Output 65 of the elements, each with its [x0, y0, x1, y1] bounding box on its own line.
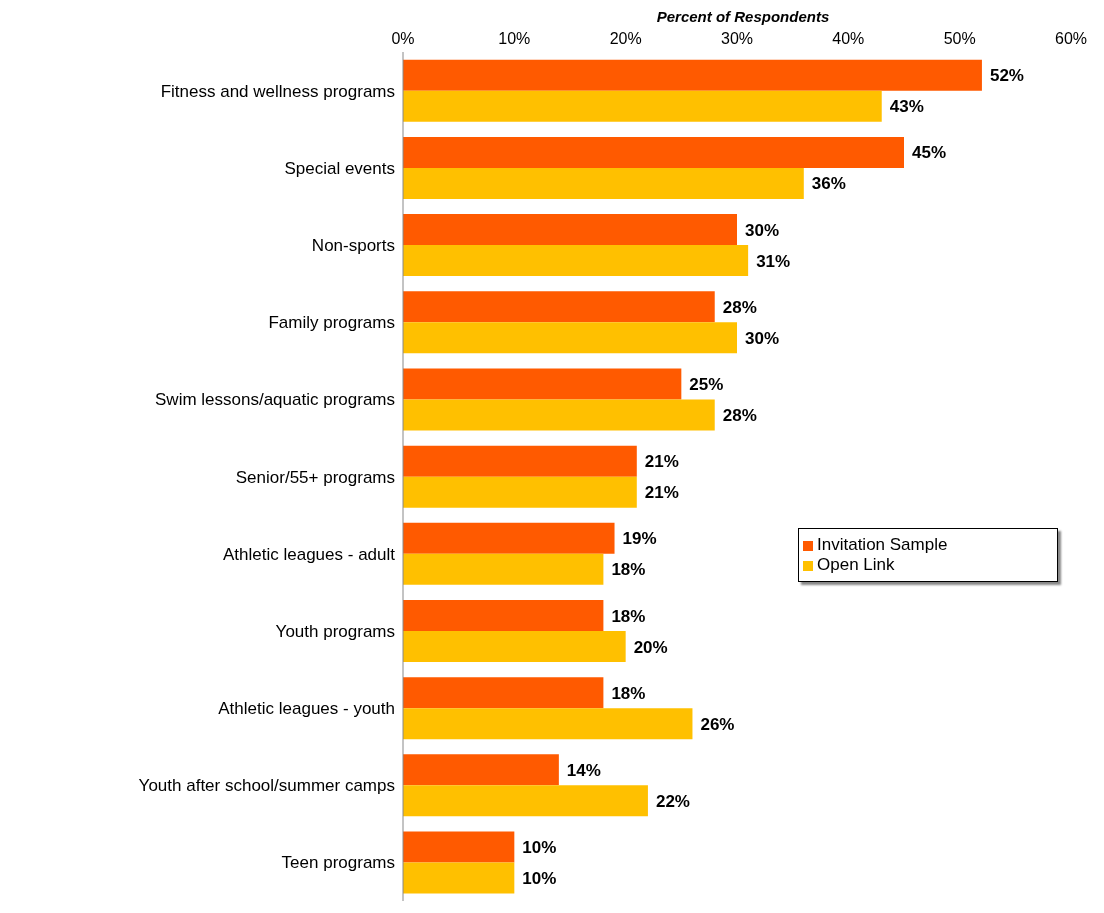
y-tick-label: Non-sports — [311, 235, 395, 255]
bar — [403, 785, 648, 817]
y-tick-label: Fitness and wellness programs — [160, 81, 395, 101]
x-tick-label: 40% — [832, 30, 865, 47]
y-tick-label: Teen programs — [281, 853, 395, 873]
bar — [403, 553, 604, 585]
data-label: 30% — [745, 328, 780, 348]
y-tick-label: Family programs — [268, 313, 395, 333]
data-label: 22% — [655, 791, 690, 811]
bar — [403, 245, 749, 277]
y-tick-label: Swim lessons/aquatic programs — [155, 390, 395, 410]
data-label: 45% — [912, 143, 947, 163]
data-label: 10% — [522, 869, 557, 889]
bar — [403, 59, 982, 91]
data-label: 28% — [722, 297, 757, 317]
x-tick-label: 20% — [609, 30, 642, 47]
legend-label: Invitation Sample — [817, 535, 948, 554]
bar — [403, 136, 904, 168]
bar — [403, 399, 715, 431]
bar — [403, 214, 737, 246]
legend-label: Open Link — [817, 555, 895, 574]
data-label: 21% — [644, 483, 679, 503]
data-label: 30% — [745, 220, 780, 240]
bar — [403, 862, 515, 894]
x-tick-label: 60% — [1054, 30, 1088, 47]
data-label: 18% — [611, 683, 646, 703]
bar — [403, 708, 693, 740]
y-tick-label: Athletic leagues - adult — [223, 544, 396, 564]
bar — [403, 90, 882, 122]
y-tick-label: Special events — [284, 158, 395, 178]
bar — [403, 831, 515, 863]
x-tick-label: 50% — [943, 30, 976, 47]
data-label: 20% — [633, 637, 668, 657]
bar — [403, 167, 804, 199]
data-label: 10% — [522, 838, 557, 858]
data-label: 21% — [644, 452, 679, 472]
bar — [403, 445, 637, 477]
bar — [403, 630, 626, 662]
bar — [403, 291, 715, 323]
bar — [403, 476, 637, 508]
bar — [403, 522, 615, 554]
y-tick-label: Youth after school/summer camps — [138, 776, 395, 796]
data-label: 31% — [756, 251, 791, 271]
bar — [403, 599, 604, 631]
data-label: 52% — [989, 66, 1024, 86]
data-label: 18% — [611, 606, 646, 626]
bar — [403, 368, 682, 400]
y-tick-label: Senior/55+ programs — [235, 467, 395, 487]
data-label: 28% — [722, 405, 757, 425]
bar — [403, 677, 604, 709]
bar — [403, 754, 559, 786]
x-tick-label: 0% — [391, 30, 415, 47]
y-tick-label: Athletic leagues - youth — [218, 699, 395, 719]
data-label: 26% — [700, 714, 735, 734]
data-label: 25% — [689, 374, 724, 394]
bar — [403, 322, 737, 354]
y-tick-label: Youth programs — [275, 621, 395, 641]
x-tick-label: 30% — [720, 30, 754, 47]
data-label: 14% — [566, 760, 601, 780]
x-axis-title: Percent of Respondents — [655, 8, 831, 25]
x-tick-label: 10% — [498, 30, 531, 47]
data-label: 18% — [611, 560, 646, 580]
data-label: 36% — [811, 174, 846, 194]
data-label: 43% — [889, 97, 924, 117]
data-label: 19% — [622, 529, 657, 549]
